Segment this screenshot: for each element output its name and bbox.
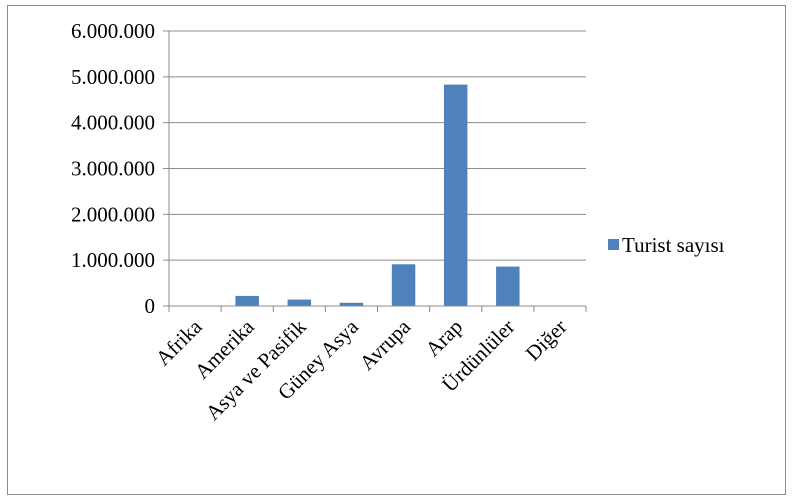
bar — [287, 299, 312, 306]
y-tick-labels: 0 1.000.000 2.000.000 3.000.000 4.000.000 5.0… — [71, 19, 155, 318]
bars — [235, 84, 520, 306]
x-tick-label: Avrupa — [355, 314, 416, 375]
y-tick-label: 0 — [145, 294, 156, 318]
bar — [496, 266, 520, 306]
x-tick-label: Arap — [421, 315, 468, 362]
bar — [391, 264, 416, 306]
y-tick-label: 4.000.000 — [71, 111, 155, 135]
y-tick-label: 5.000.000 — [71, 65, 155, 89]
bar — [235, 295, 259, 306]
y-tick-label: 3.000.000 — [71, 157, 155, 181]
legend-swatch — [608, 239, 619, 250]
chart-frame — [7, 5, 786, 495]
bar — [443, 84, 468, 306]
axes — [168, 31, 587, 312]
bar — [339, 302, 364, 306]
legend-label: Turist sayısı — [622, 233, 725, 257]
y-tick-label: 2.000.000 — [71, 202, 155, 226]
gridlines — [163, 30, 586, 307]
y-tick-label: 6.000.000 — [71, 19, 155, 43]
legend: Turist sayısı — [608, 233, 725, 257]
x-tick-label: Diğer — [521, 315, 572, 366]
y-tick-label: 1.000.000 — [71, 248, 155, 272]
